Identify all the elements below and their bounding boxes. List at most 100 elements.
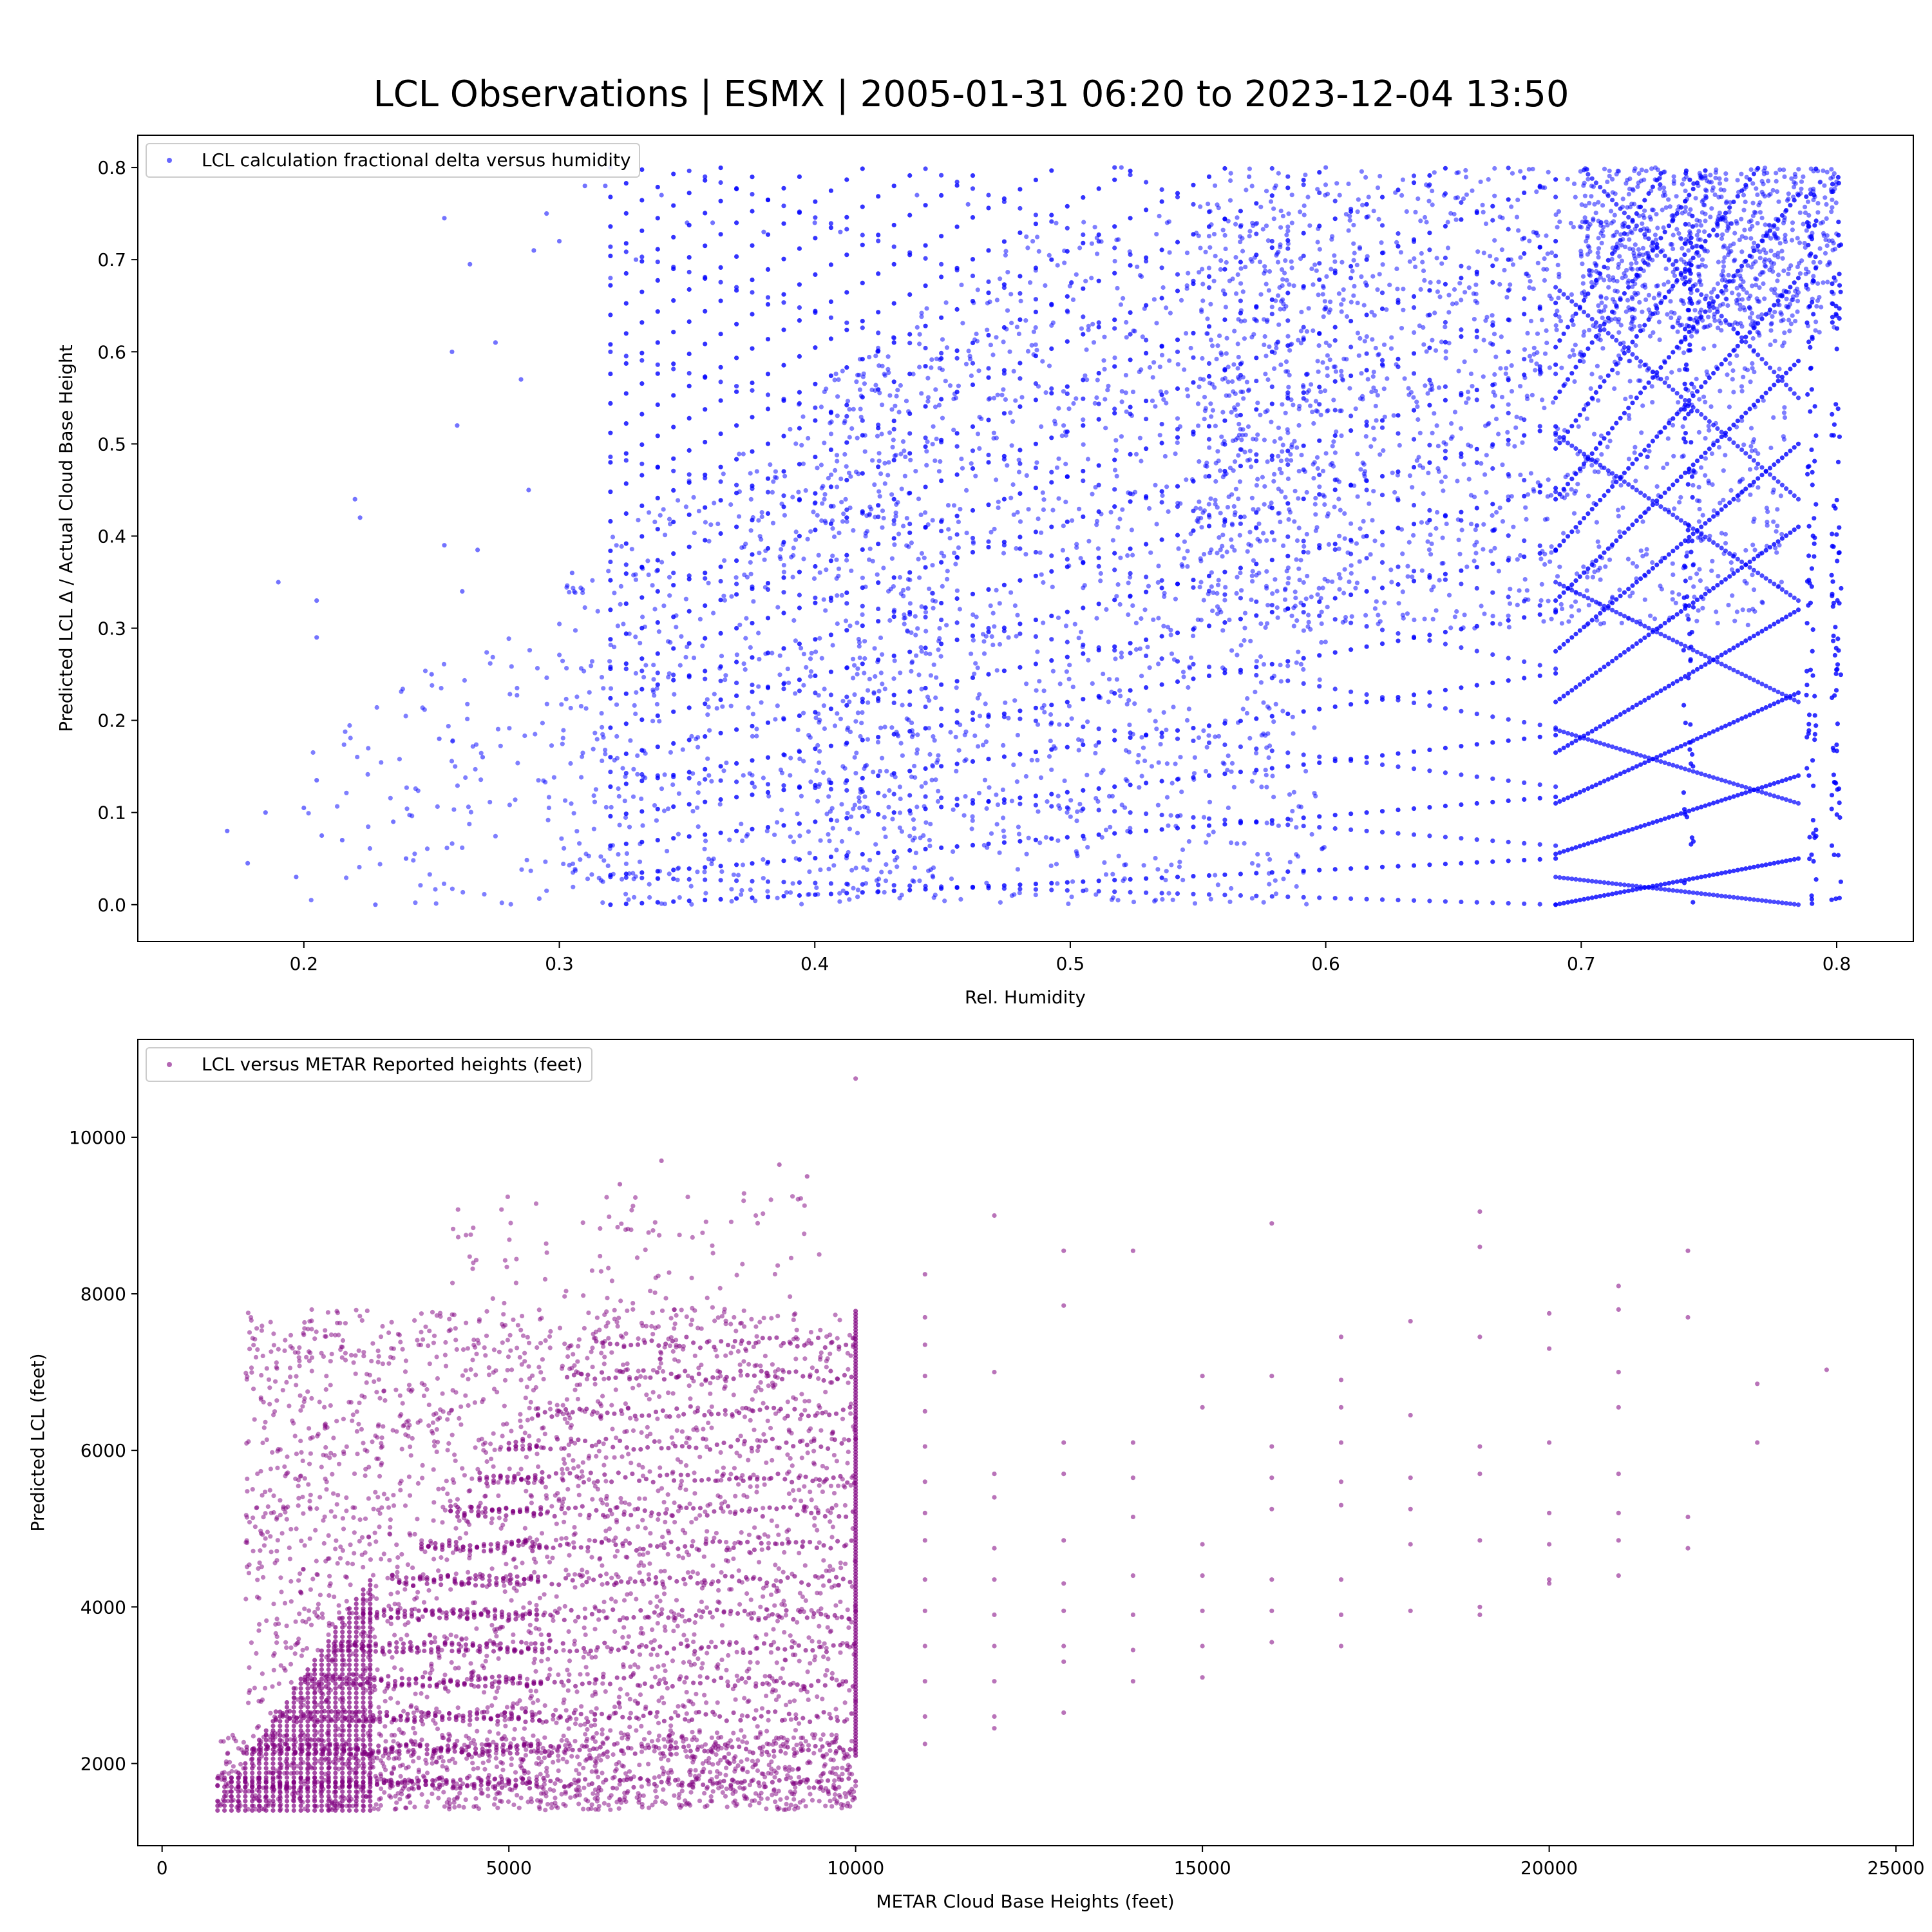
data-point	[997, 601, 1002, 606]
data-point	[989, 831, 994, 836]
data-point	[1795, 236, 1800, 241]
data-point	[1286, 211, 1291, 216]
data-point	[1361, 303, 1367, 308]
data-point	[1213, 254, 1218, 259]
data-point	[702, 846, 707, 851]
data-point	[444, 846, 450, 851]
data-point	[1056, 793, 1061, 799]
data-point	[495, 726, 501, 732]
data-point	[990, 642, 996, 648]
data-point	[1490, 513, 1495, 518]
data-point	[1490, 740, 1495, 745]
data-point	[1301, 815, 1306, 820]
data-point	[939, 764, 944, 769]
data-point	[1479, 461, 1484, 466]
data-point	[1191, 824, 1196, 829]
data-point	[1178, 755, 1183, 760]
data-point	[1112, 809, 1117, 814]
data-point	[1296, 496, 1301, 501]
data-point	[1481, 337, 1486, 343]
data-point	[1739, 171, 1744, 176]
data-point	[1473, 527, 1478, 533]
data-point	[1093, 750, 1098, 756]
data-point	[1092, 225, 1097, 230]
data-point	[882, 687, 887, 692]
data-point	[1216, 578, 1221, 583]
data-point	[1775, 226, 1780, 231]
data-point	[1441, 488, 1446, 493]
data-point	[1288, 452, 1293, 457]
data-point	[1372, 606, 1378, 611]
data-point	[1001, 754, 1007, 759]
data-point	[1739, 418, 1745, 423]
data-point	[1518, 472, 1523, 478]
data-point	[1693, 196, 1698, 201]
data-point	[765, 650, 771, 656]
data-point	[1749, 448, 1754, 453]
data-point	[1635, 184, 1640, 189]
data-point	[777, 653, 782, 658]
data-point	[1317, 754, 1322, 759]
data-point	[853, 866, 858, 871]
data-point	[750, 621, 755, 626]
data-point	[1656, 293, 1662, 298]
data-point	[1446, 310, 1452, 315]
data-point	[518, 377, 524, 382]
data-point	[898, 383, 903, 388]
data-point	[1228, 178, 1233, 184]
data-point	[1273, 878, 1278, 883]
data-point	[1222, 523, 1227, 528]
data-point	[781, 611, 786, 616]
data-point	[1343, 614, 1349, 620]
data-point	[1306, 306, 1311, 311]
data-point	[1584, 416, 1589, 421]
data-point	[1293, 595, 1298, 601]
data-point	[1755, 221, 1760, 226]
data-point	[1571, 181, 1577, 186]
data-point	[750, 655, 755, 660]
data-point	[1175, 659, 1180, 664]
data-point	[1589, 184, 1594, 189]
data-point	[1701, 394, 1707, 399]
data-point	[1439, 261, 1444, 266]
data-point	[1370, 374, 1376, 379]
data-point	[1457, 551, 1463, 556]
data-point	[1630, 319, 1635, 324]
data-point	[718, 697, 723, 703]
data-point	[828, 891, 833, 896]
data-point	[1298, 209, 1303, 214]
data-point	[488, 799, 493, 805]
data-point	[1786, 317, 1792, 323]
data-point	[1481, 547, 1486, 552]
data-point	[1457, 281, 1463, 286]
data-point	[1309, 831, 1314, 837]
data-point	[1776, 199, 1781, 204]
data-point	[1492, 393, 1497, 398]
data-point	[940, 337, 945, 342]
data-point	[835, 818, 840, 823]
data-point	[1215, 591, 1220, 596]
data-point	[1049, 767, 1054, 772]
data-point	[896, 531, 902, 536]
data-point	[1184, 251, 1190, 256]
data-point	[1349, 563, 1354, 568]
data-point	[662, 902, 667, 907]
data-point	[1559, 621, 1564, 626]
data-point	[639, 772, 645, 777]
data-point	[1326, 542, 1332, 547]
data-point	[882, 373, 887, 378]
data-point	[1396, 582, 1401, 587]
data-point	[1033, 705, 1038, 710]
data-point	[934, 760, 940, 765]
data-point	[1112, 598, 1117, 603]
data-point	[1815, 210, 1821, 215]
data-point	[1811, 197, 1816, 203]
data-point	[1594, 262, 1599, 267]
data-point	[765, 889, 770, 894]
data-point	[1187, 665, 1192, 670]
data-point	[898, 670, 903, 676]
data-point	[498, 743, 503, 748]
data-point	[876, 773, 881, 779]
data-point	[1417, 323, 1422, 328]
data-point	[388, 795, 393, 800]
